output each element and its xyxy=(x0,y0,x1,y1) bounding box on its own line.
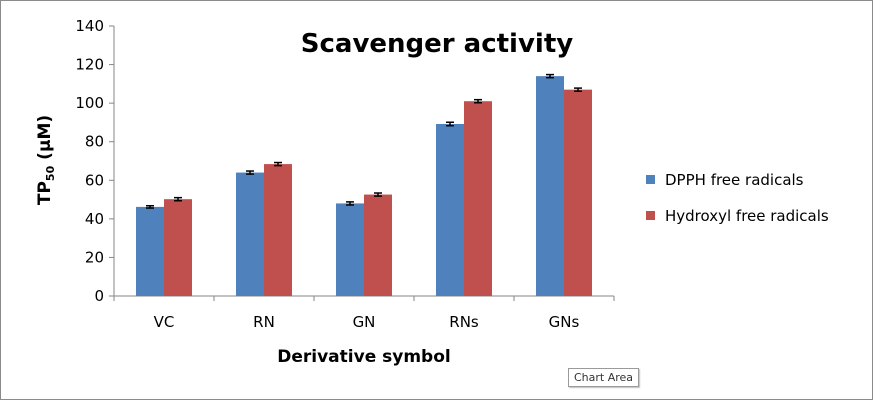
y-tick-label: 0 xyxy=(94,287,104,305)
legend-label: Hydroxyl free radicals xyxy=(665,207,829,225)
y-tick-label: 140 xyxy=(75,17,104,35)
svg-text:TP50 (μM): TP50 (μM) xyxy=(35,115,57,205)
y-tick-label: 120 xyxy=(75,56,104,74)
chart-title: Scavenger activity xyxy=(301,29,573,59)
bar-dpph-rns[interactable] xyxy=(436,123,464,296)
legend-swatch xyxy=(646,211,655,220)
bar-dpph-rn[interactable] xyxy=(236,172,264,296)
bar-hydroxyl-gn[interactable] xyxy=(364,194,392,296)
bar-dpph-vc[interactable] xyxy=(136,206,164,296)
x-tick-label: VC xyxy=(154,313,175,331)
bar-dpph-gns[interactable] xyxy=(536,76,564,297)
legend-swatch xyxy=(646,175,655,184)
legend-label: DPPH free radicals xyxy=(665,171,804,189)
x-tick-label: RNs xyxy=(449,313,479,331)
bar-hydroxyl-rn[interactable] xyxy=(264,164,292,296)
chart-area-tooltip: Chart Area xyxy=(568,368,640,387)
y-tick-label: 40 xyxy=(85,210,104,228)
y-axis-label-subscript: 50 xyxy=(44,165,57,181)
legend[interactable]: DPPH free radicals Hydroxyl free radicals xyxy=(646,171,829,225)
x-tick-label: GNs xyxy=(549,313,580,331)
y-axis-label: TP50 (μM) xyxy=(35,115,57,205)
x-tick-label: GN xyxy=(353,313,376,331)
y-tick-label: 80 xyxy=(85,133,104,151)
bar-hydroxyl-gns[interactable] xyxy=(564,89,592,297)
y-tick-label: 100 xyxy=(75,94,104,112)
x-axis-label: Derivative symbol xyxy=(277,347,450,367)
bar-hydroxyl-rns[interactable] xyxy=(464,101,492,296)
plot-area[interactable]: 0 20 40 60 80 100 120 140 VC RN GN RNs GNs xyxy=(75,17,615,331)
y-axis-label-unit: (μM) xyxy=(35,115,55,166)
y-tick-label: 20 xyxy=(85,248,104,266)
y-axis-label-main: TP xyxy=(35,181,55,205)
y-tick-label: 60 xyxy=(85,171,104,189)
bar-hydroxyl-vc[interactable] xyxy=(164,199,192,296)
x-tick-label: RN xyxy=(253,313,275,331)
bar-dpph-gn[interactable] xyxy=(336,203,364,296)
